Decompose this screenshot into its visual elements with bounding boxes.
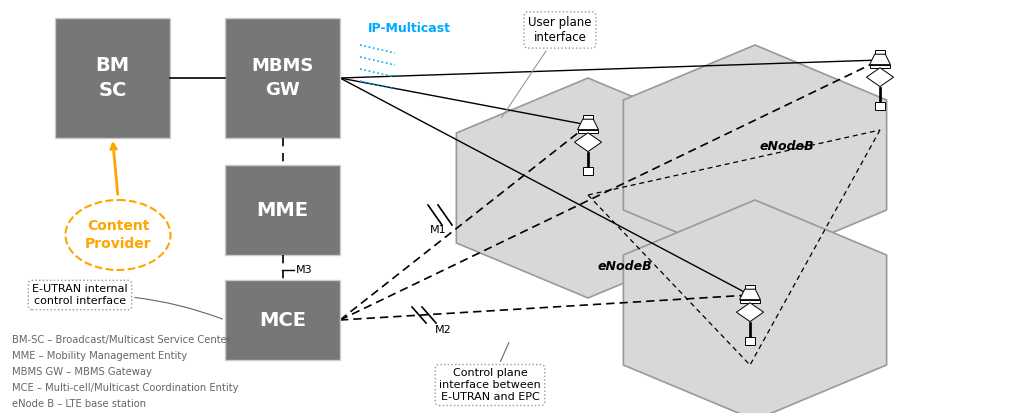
Bar	[55, 18, 170, 138]
Polygon shape	[624, 200, 887, 413]
Bar	[869, 64, 891, 68]
Text: MBMS GW – MBMS Gateway: MBMS GW – MBMS Gateway	[12, 367, 152, 377]
Polygon shape	[866, 68, 894, 87]
Text: M3: M3	[296, 265, 312, 275]
Bar	[578, 130, 598, 133]
Polygon shape	[578, 119, 598, 130]
Bar	[739, 299, 761, 303]
Bar	[225, 280, 340, 360]
Text: BM-SC – Broadcast/Multicast Service Center: BM-SC – Broadcast/Multicast Service Cent…	[12, 335, 230, 345]
Polygon shape	[457, 78, 720, 298]
Text: MME – Mobility Management Entity: MME – Mobility Management Entity	[12, 351, 187, 361]
Text: MBMS
GW: MBMS GW	[251, 57, 313, 99]
Text: E-UTRAN internal
control interface: E-UTRAN internal control interface	[32, 284, 222, 319]
Text: MCE: MCE	[259, 311, 306, 330]
Bar	[583, 115, 593, 119]
Text: M2: M2	[435, 325, 452, 335]
Text: IP-Multicast: IP-Multicast	[368, 21, 451, 35]
Text: M1: M1	[430, 225, 446, 235]
Bar	[225, 18, 340, 138]
Bar	[749, 322, 752, 337]
Text: eNode B – LTE base station: eNode B – LTE base station	[12, 399, 146, 409]
Polygon shape	[736, 303, 764, 322]
Bar	[874, 50, 885, 54]
Bar	[745, 337, 755, 344]
Bar	[587, 152, 589, 167]
Text: eNodeB: eNodeB	[598, 260, 652, 273]
Polygon shape	[624, 45, 887, 265]
Bar	[876, 102, 885, 109]
Text: eNodeB: eNodeB	[760, 140, 815, 153]
Polygon shape	[574, 133, 601, 152]
Bar	[879, 87, 882, 102]
Bar	[225, 165, 340, 255]
Bar	[584, 167, 593, 175]
Text: BM
SC: BM SC	[95, 56, 130, 100]
Text: Control plane
interface between
E-UTRAN and EPC: Control plane interface between E-UTRAN …	[439, 342, 541, 401]
Polygon shape	[739, 289, 761, 299]
Bar	[744, 285, 756, 289]
Text: MCE – Multi-cell/Multicast Coordination Entity: MCE – Multi-cell/Multicast Coordination …	[12, 383, 239, 393]
Text: User plane
interface: User plane interface	[502, 16, 592, 118]
Polygon shape	[869, 54, 891, 64]
Text: Content
Provider: Content Provider	[85, 219, 152, 251]
Text: MME: MME	[256, 200, 308, 219]
